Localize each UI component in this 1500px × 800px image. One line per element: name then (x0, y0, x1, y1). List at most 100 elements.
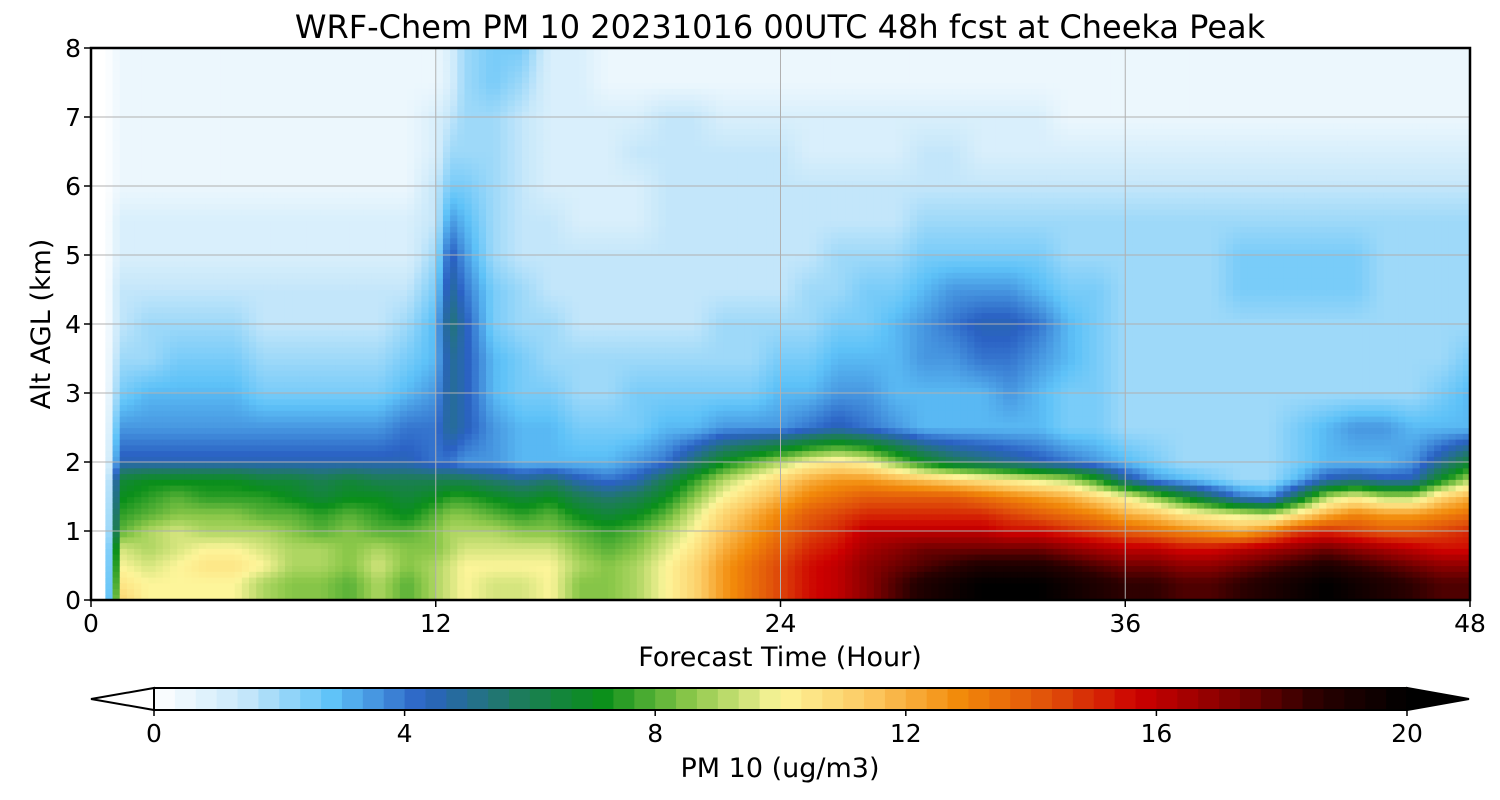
heatmap-cell (845, 594, 853, 601)
heatmap-cell (1311, 496, 1320, 503)
heatmap-cell (1153, 502, 1162, 509)
heatmap-cell (758, 456, 767, 463)
heatmap-cell (1031, 519, 1040, 526)
heatmap-cell (457, 531, 466, 538)
heatmap-cell (91, 502, 99, 509)
heatmap-cell (938, 473, 947, 480)
heatmap-cell (715, 508, 724, 515)
heatmap-cell (622, 559, 631, 567)
heatmap-cell (1110, 559, 1119, 567)
heatmap-cell (1304, 479, 1313, 486)
heatmap-cell (773, 588, 782, 595)
heatmap-cell (464, 513, 473, 521)
heatmap-cell (1125, 548, 1134, 555)
heatmap-cell (730, 485, 738, 492)
heatmap-cell (1383, 559, 1392, 567)
heatmap-cell (148, 554, 157, 561)
heatmap-cell (995, 496, 1004, 503)
heatmap-cell (1333, 473, 1342, 480)
heatmap-cell (974, 582, 983, 590)
heatmap-cell (399, 479, 408, 486)
heatmap-cell (557, 485, 566, 492)
heatmap-cell (557, 490, 566, 498)
heatmap-cell (1089, 496, 1098, 503)
heatmap-cell (1175, 559, 1184, 567)
heatmap-cell (335, 542, 343, 549)
heatmap-cell (945, 485, 954, 492)
heatmap-cell (565, 450, 573, 457)
heatmap-cell (1175, 496, 1184, 503)
heatmap-cell (600, 571, 609, 578)
heatmap-cell (1347, 525, 1356, 532)
heatmap-cell (435, 513, 444, 521)
heatmap-cell (758, 565, 767, 572)
heatmap-cell (478, 542, 487, 549)
heatmap-cell (787, 519, 796, 526)
heatmap-cell (112, 565, 121, 572)
heatmap-cell (1462, 479, 1471, 486)
heatmap-cell (98, 536, 106, 544)
heatmap-cell (155, 473, 164, 480)
heatmap-cell (1060, 490, 1069, 498)
heatmap-cell (1340, 473, 1349, 480)
heatmap-cell (1096, 479, 1105, 486)
heatmap-cell (600, 548, 609, 555)
heatmap-cell (256, 565, 264, 572)
heatmap-cell (1340, 450, 1349, 457)
heatmap-cell (1175, 519, 1184, 526)
heatmap-cell (306, 588, 315, 595)
heatmap-cell (938, 490, 947, 498)
heatmap-cell (486, 536, 494, 544)
heatmap-cell (823, 594, 832, 601)
heatmap-cell (665, 594, 674, 601)
heatmap-cell (198, 490, 207, 498)
heatmap-cell (909, 508, 918, 515)
heatmap-cell (543, 496, 552, 503)
heatmap-cell (945, 536, 954, 544)
heatmap-cell (636, 559, 645, 567)
heatmap-cell (98, 519, 106, 526)
heatmap-cell (1276, 571, 1284, 578)
heatmap-cell (134, 508, 142, 515)
heatmap-cell (205, 519, 214, 526)
heatmap-cell (550, 577, 559, 584)
heatmap-cell (457, 582, 466, 590)
heatmap-cell (586, 519, 595, 526)
heatmap-cell (565, 525, 573, 532)
heatmap-cell (1017, 479, 1026, 486)
heatmap-cell (1290, 473, 1299, 480)
heatmap-cell (1261, 548, 1270, 555)
heatmap-cell (708, 508, 717, 515)
heatmap-cell (701, 462, 710, 469)
heatmap-cell (435, 450, 444, 457)
heatmap-cell (988, 531, 997, 538)
heatmap-cell (967, 450, 976, 457)
heatmap-cell (1060, 485, 1069, 492)
heatmap-cell (687, 496, 695, 503)
heatmap-cell (227, 594, 236, 601)
heatmap-cell (1168, 594, 1177, 601)
heatmap-cell (1189, 508, 1198, 515)
heatmap-cell (600, 536, 609, 544)
heatmap-cell (902, 502, 911, 509)
heatmap-cell (1383, 496, 1392, 503)
heatmap-cell (866, 462, 875, 469)
heatmap-cell (378, 588, 387, 595)
heatmap-cell (270, 525, 279, 532)
heatmap-cell (213, 496, 221, 503)
heatmap-cell (385, 502, 394, 509)
heatmap-cell (1290, 571, 1299, 578)
heatmap-cell (543, 519, 552, 526)
heatmap-cell (895, 508, 904, 515)
heatmap-cell (622, 594, 631, 601)
heatmap-cell (1082, 577, 1090, 584)
heatmap-cell (881, 548, 889, 555)
heatmap-cell (263, 571, 272, 578)
heatmap-cell (845, 548, 853, 555)
heatmap-cell (399, 582, 408, 590)
heatmap-cell (1153, 467, 1162, 475)
heatmap-cell (708, 496, 717, 503)
heatmap-cell (579, 462, 588, 469)
heatmap-cell (916, 531, 925, 538)
heatmap-cell (1024, 559, 1033, 567)
